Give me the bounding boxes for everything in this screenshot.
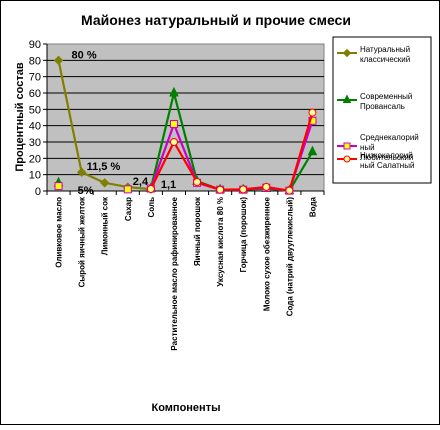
x-axis-ticks: Оливковое масло Сырой яичный желток Лимонн… <box>46 191 325 351</box>
legend-label: Среднекалорий <box>360 133 419 142</box>
legend-label: Современный <box>360 92 412 101</box>
data-point <box>53 55 64 66</box>
x-tick-label: Сода (натрий двууглекислый) <box>285 197 294 317</box>
data-point <box>285 186 294 195</box>
data-point <box>307 145 318 156</box>
series-layer <box>53 55 318 195</box>
x-axis-label: Компоненты <box>152 402 221 414</box>
data-point <box>262 182 271 191</box>
plot-area <box>46 43 325 192</box>
data-label: 1,1 <box>161 179 176 191</box>
legend-label: ный Салатный <box>360 161 414 170</box>
data-point <box>216 185 225 194</box>
x-tick-label: Соль <box>147 197 156 218</box>
series-4 <box>146 108 317 195</box>
x-tick-label: Сырой яичный желток <box>78 196 87 287</box>
x-tick-label: Молоко сухое обезжиренное <box>262 196 271 311</box>
legend-label: Натуральный <box>360 45 410 54</box>
data-label: 5% <box>78 185 94 197</box>
legend-marker <box>343 155 351 163</box>
legend-label: Низкокалорий <box>360 151 413 160</box>
annotation-layer: 80 % 11,5 % 5% 2,4 1,1 <box>72 49 177 197</box>
legend-marker <box>342 94 352 103</box>
y-tick-label: 20 <box>29 153 41 165</box>
data-point <box>54 182 63 191</box>
y-tick-label: 40 <box>29 121 41 133</box>
legend-label: Провансаль <box>360 102 405 111</box>
y-tick-label: 80 <box>29 55 41 67</box>
x-tick-label: Растительное масло рафинированное <box>170 196 179 350</box>
grid-lines <box>47 59 324 176</box>
y-axis-ticks: 0 10 20 30 40 50 60 70 80 90 <box>29 39 324 198</box>
y-tick-label: 50 <box>29 104 41 116</box>
x-tick-label: Вода <box>308 196 317 217</box>
legend-marker <box>342 48 352 58</box>
y-tick-label: 90 <box>29 39 41 51</box>
y-tick-label: 10 <box>29 170 41 182</box>
x-tick-label: Горчица (порошок) <box>239 197 248 273</box>
y-tick-label: 30 <box>29 137 41 149</box>
data-point <box>76 167 87 177</box>
data-point <box>169 86 179 97</box>
data-point <box>308 108 317 117</box>
x-tick-label: Сахар <box>124 197 133 221</box>
data-point <box>239 185 248 194</box>
data-point <box>193 178 202 187</box>
chart-title: Майонез натуральный и прочие смеси <box>81 12 351 28</box>
x-tick-label: Лимонный сок <box>101 196 110 255</box>
data-label: 80 % <box>72 49 97 61</box>
data-point <box>123 185 132 194</box>
data-point <box>100 178 110 188</box>
y-tick-label: 0 <box>35 186 41 198</box>
legend-label: Любительский <box>360 153 413 162</box>
data-point <box>169 120 178 129</box>
legend-label: ный <box>360 143 375 152</box>
legend-marker <box>343 142 351 150</box>
x-tick-label: Оливковое масло <box>55 197 64 268</box>
data-label: 2,4 <box>133 176 149 188</box>
x-tick-label: Уксусная кислота 80 % <box>216 197 225 287</box>
data-label: 11,5 % <box>87 161 121 173</box>
x-tick-label: Яичный порошок <box>193 196 202 266</box>
y-tick-label: 60 <box>29 88 41 100</box>
data-point <box>146 185 155 194</box>
y-tick-label: 70 <box>29 72 41 84</box>
legend-label: классический <box>360 55 410 64</box>
data-point <box>169 138 178 146</box>
y-axis-label: Процентный состав <box>14 62 26 171</box>
